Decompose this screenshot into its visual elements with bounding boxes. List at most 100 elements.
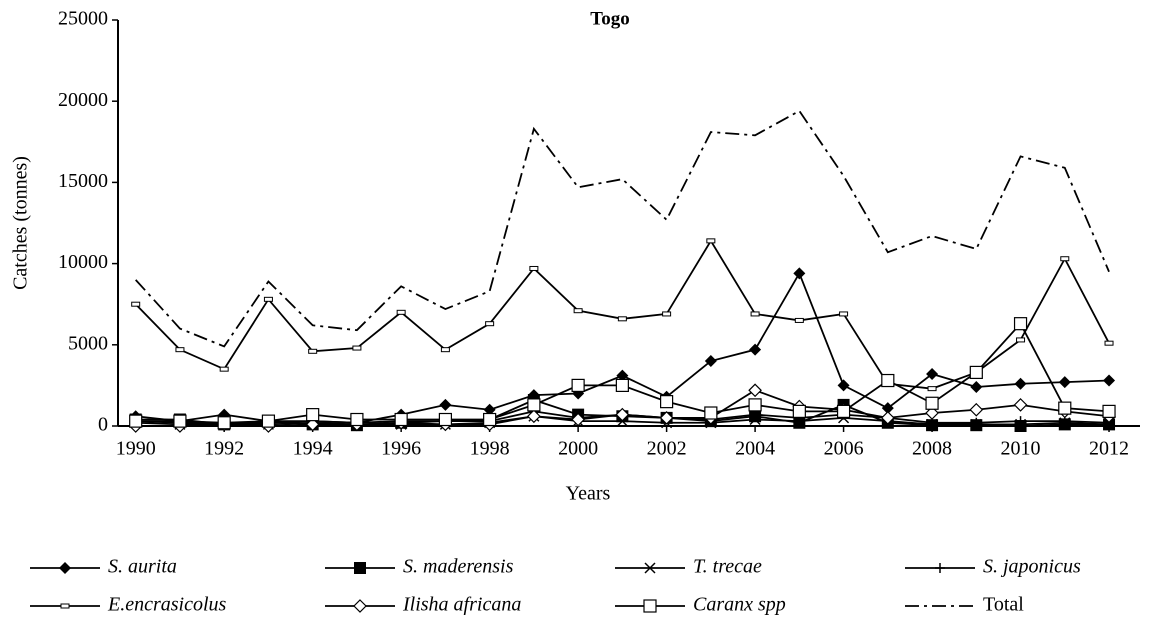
point-marker: [485, 321, 495, 327]
y-tick-label: 15000: [58, 170, 108, 192]
x-tick-label: 1998: [470, 438, 510, 460]
point-marker: [969, 365, 983, 380]
point-marker: [350, 412, 364, 427]
point-marker: [935, 563, 945, 573]
y-tick-label: 0: [98, 414, 108, 436]
point-marker: [880, 411, 895, 425]
point-marker: [704, 406, 718, 420]
legend-label: E.encrasicolus: [107, 594, 227, 616]
point-marker: [438, 412, 452, 427]
point-marker: [60, 603, 70, 609]
point-marker: [971, 417, 982, 428]
x-tick-label: 2002: [647, 438, 687, 460]
legend-label: Caranx spp: [693, 594, 786, 616]
point-marker: [662, 311, 672, 317]
chart-title: Togo: [590, 8, 629, 29]
point-marker: [1058, 401, 1072, 415]
point-marker: [616, 369, 629, 382]
point-marker: [175, 347, 185, 353]
y-axis-label: Catches (tonnes): [10, 156, 32, 290]
x-axis-label: Years: [566, 483, 611, 505]
point-marker: [308, 348, 318, 354]
point-marker: [839, 311, 849, 317]
y-tick-label: 25000: [58, 8, 108, 30]
point-marker: [571, 378, 585, 392]
series-line: [135, 271, 1110, 424]
x-tick-label: 1996: [381, 438, 421, 460]
point-marker: [573, 308, 583, 314]
series-line: [135, 109, 1110, 348]
point-marker: [793, 267, 806, 280]
point-marker: [881, 402, 894, 415]
x-tick-label: 2000: [558, 438, 598, 460]
point-marker: [617, 316, 627, 322]
y-tick-label: 20000: [58, 89, 108, 111]
x-tick-label: 2008: [912, 438, 952, 460]
point-marker: [571, 412, 585, 427]
point-marker: [748, 383, 762, 398]
point-marker: [394, 412, 408, 427]
point-marker: [704, 355, 717, 368]
series-line: [135, 239, 1110, 390]
point-marker: [970, 381, 983, 394]
point-marker: [927, 386, 937, 392]
point-marker: [305, 417, 320, 432]
point-marker: [1013, 317, 1028, 331]
point-marker: [527, 398, 541, 412]
point-marker: [925, 406, 939, 420]
point-marker: [749, 343, 762, 356]
point-marker: [527, 409, 541, 424]
point-marker: [217, 416, 231, 430]
point-marker: [483, 412, 497, 427]
legend-label: S. maderensis: [403, 556, 514, 578]
point-marker: [131, 301, 141, 307]
point-marker: [440, 347, 450, 353]
y-tick-label: 5000: [68, 332, 108, 354]
point-marker: [615, 407, 630, 422]
point-marker: [1015, 416, 1026, 427]
point-marker: [306, 408, 320, 422]
point-marker: [219, 366, 229, 372]
point-marker: [1016, 337, 1026, 343]
x-tick-label: 1994: [293, 438, 333, 460]
point-marker: [1013, 398, 1028, 412]
point-marker: [352, 345, 362, 351]
point-marker: [969, 402, 984, 417]
point-marker: [750, 311, 760, 317]
point-marker: [353, 599, 367, 613]
point-marker: [1060, 256, 1070, 262]
x-tick-label: 1992: [204, 438, 244, 460]
legend-label: S. aurita: [108, 556, 177, 578]
point-marker: [529, 265, 539, 271]
x-tick-label: 2006: [824, 438, 864, 460]
legend-label: T. trecae: [693, 556, 762, 578]
point-marker: [925, 396, 939, 410]
x-tick-label: 1990: [116, 438, 156, 460]
point-marker: [836, 404, 851, 418]
legend-label: S. japonicus: [983, 556, 1081, 578]
point-marker: [794, 317, 804, 323]
point-marker: [1102, 404, 1116, 418]
point-marker: [354, 562, 366, 574]
point-marker: [792, 404, 806, 418]
legend-label: Ilisha africana: [402, 594, 521, 616]
legend-label: Total: [983, 594, 1024, 616]
point-marker: [748, 398, 762, 412]
point-marker: [1103, 374, 1116, 387]
point-marker: [1014, 377, 1027, 390]
point-marker: [643, 599, 657, 613]
point-marker: [837, 379, 850, 392]
point-marker: [263, 296, 273, 302]
point-marker: [644, 562, 656, 574]
x-tick-label: 2004: [735, 438, 775, 460]
x-tick-label: 2012: [1089, 438, 1129, 460]
point-marker: [59, 562, 71, 574]
point-marker: [261, 414, 276, 428]
point-marker: [1104, 340, 1114, 346]
y-tick-label: 10000: [58, 251, 108, 273]
point-marker: [396, 309, 406, 315]
point-marker: [706, 238, 716, 244]
point-marker: [659, 411, 674, 425]
point-marker: [1058, 376, 1071, 389]
